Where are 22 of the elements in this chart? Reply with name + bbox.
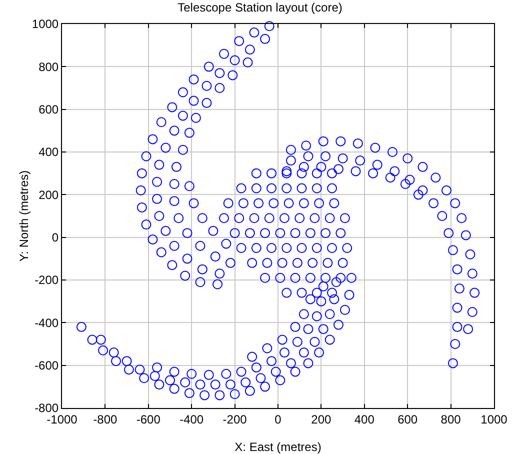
x-tick-label: 1000	[480, 412, 508, 426]
y-tick-label: 1000	[32, 17, 59, 32]
y-tick-label: 800	[38, 60, 59, 74]
x-tick-label: 800	[440, 412, 462, 426]
x-tick-label: -800	[93, 412, 118, 426]
y-tick-label: -200	[34, 273, 59, 288]
x-tick-label: 200	[311, 412, 332, 426]
x-tick-label: 400	[354, 412, 375, 426]
y-tick-label: 400	[38, 145, 59, 160]
x-tick-label: -200	[222, 412, 248, 426]
y-axis-title: Y: North (metres)	[17, 170, 31, 262]
x-tick-label: -600	[136, 412, 161, 426]
y-tick-label: 200	[38, 188, 59, 202]
y-tick-label: 600	[38, 102, 59, 117]
x-axis-title: X: East (metres)	[234, 440, 322, 454]
y-tick-label: -400	[34, 316, 59, 330]
x-tick-label: -400	[180, 412, 204, 426]
y-tick-label: -600	[34, 358, 59, 373]
y-tick-label: 0	[52, 230, 59, 245]
chart-title: Telescope Station layout (core)	[178, 0, 342, 15]
x-tick-label: 600	[398, 412, 418, 426]
x-tick-label: 0	[274, 412, 282, 426]
